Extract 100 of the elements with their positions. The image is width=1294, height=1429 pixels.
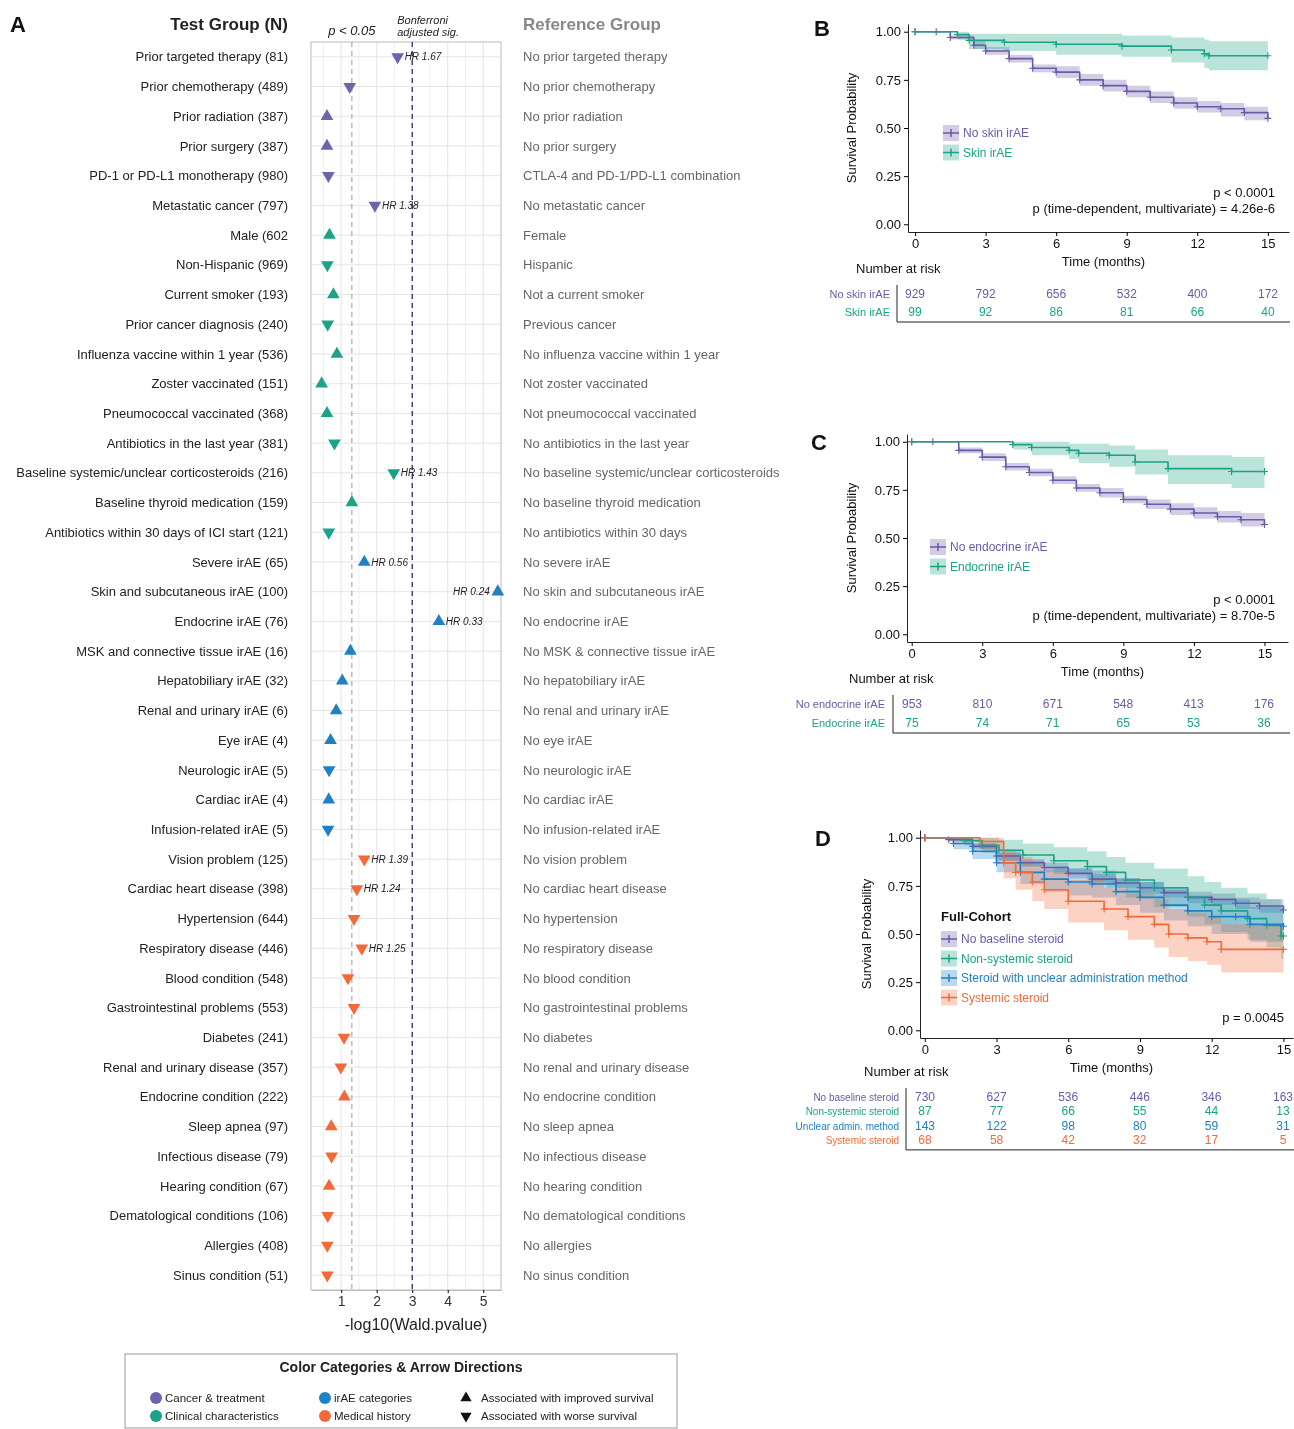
data-label: 77 xyxy=(989,1104,1004,1119)
y-tick-label: Hypertension (644) xyxy=(177,911,288,927)
y2-tick-label: Hispanic xyxy=(523,257,574,273)
legend-label: Non-systemic steroid xyxy=(961,951,1074,966)
y-tick-label: 1.00 xyxy=(874,434,900,450)
x-tick-label: 3 xyxy=(982,236,990,252)
chart-title: D xyxy=(815,826,831,851)
y2-tick-label: Not zoster vaccinated xyxy=(523,376,649,392)
point xyxy=(1123,912,1133,921)
y-tick-label: 0.25 xyxy=(875,168,901,184)
y-tick-label: Prior surgery (387) xyxy=(179,138,288,154)
data-label: 86 xyxy=(1049,305,1064,319)
y-tick-label: Neurologic irAE (5) xyxy=(178,762,288,778)
data-label: HR 0.24 xyxy=(453,586,491,598)
legend-label: Systemic steroid xyxy=(961,990,1050,1005)
y2-tick-label: No baseline thyroid medication xyxy=(523,495,701,511)
y-tick-label: Baseline systemic/unclear corticosteroids (216) xyxy=(16,465,288,481)
annotation: p (time-dependent, multivariate) = 8.70e-5 xyxy=(1032,608,1275,623)
x-tick-label: 12 xyxy=(1187,646,1202,662)
legend-label: No endocrine irAE xyxy=(950,540,1048,555)
y-tick-label: No skin irAE xyxy=(829,288,890,300)
y-tick-label: Non-Hispanic (969) xyxy=(176,257,288,273)
point xyxy=(1112,887,1121,896)
y2-tick-label: No skin and subcutaneous irAE xyxy=(523,584,705,600)
point xyxy=(1204,51,1214,60)
annotation: p < 0.0001 xyxy=(1213,185,1275,200)
data-label: 953 xyxy=(901,697,923,711)
y-tick-label: 0.25 xyxy=(887,974,913,990)
point xyxy=(1183,906,1192,915)
y-tick-label: Cardiac irAE (4) xyxy=(195,792,288,808)
point xyxy=(994,846,1003,855)
y-tick-label: Eye irAE (4) xyxy=(217,732,288,748)
y2-tick-label: No antibiotics within 30 days xyxy=(523,524,688,540)
x-axis-title: Time (months) xyxy=(1069,1060,1154,1075)
x-axis-title: -log10(Wald.pvalue) xyxy=(344,1316,488,1333)
point xyxy=(1049,856,1058,865)
y-axis-title: Survival Probability xyxy=(859,878,874,990)
data-label: 172 xyxy=(1257,287,1279,301)
y-tick-label: Renal and urinary irAE (6) xyxy=(137,703,288,719)
data-label: HR 1.43 xyxy=(400,467,438,479)
data-label: HR 0.56 xyxy=(371,556,409,568)
x-axis-title: Time (months) xyxy=(1061,254,1146,269)
data-label: 163 xyxy=(1272,1090,1294,1104)
legend-label: Medical history xyxy=(334,1410,411,1423)
data-label: 74 xyxy=(975,716,990,730)
y2-tick-label: No prior targeted therapy xyxy=(523,49,669,65)
data-label: 346 xyxy=(1201,1090,1222,1104)
point xyxy=(1028,877,1037,887)
data-label: 532 xyxy=(1116,287,1138,301)
data-label: 80 xyxy=(1133,1118,1147,1133)
text: A xyxy=(10,12,26,37)
point xyxy=(965,36,974,45)
x-tick-label: 9 xyxy=(1123,236,1131,252)
legend-label: Cancer & treatment xyxy=(165,1392,266,1405)
y-tick-label: No endocrine irAE xyxy=(795,698,885,710)
point xyxy=(337,1033,351,1045)
x-tick-label: 9 xyxy=(1120,646,1128,662)
y2-tick-label: No vision problem xyxy=(523,851,628,867)
point xyxy=(1255,902,1264,911)
data-label: 730 xyxy=(914,1090,936,1104)
point xyxy=(1018,850,1027,860)
point xyxy=(321,1212,335,1224)
point xyxy=(330,346,344,358)
x-tick-label: 3 xyxy=(979,646,987,662)
data-label: 656 xyxy=(1046,287,1067,301)
y-axis-title: Survival Probability xyxy=(844,482,859,594)
data-label: 176 xyxy=(1253,697,1275,711)
point xyxy=(1135,883,1145,892)
y2-tick-label: No diabetes xyxy=(523,1029,593,1045)
point xyxy=(320,406,334,418)
x-tick-label: 1 xyxy=(337,1292,346,1309)
y-tick-label: Sinus condition (51) xyxy=(173,1267,288,1283)
y-tick-label: No baseline steroid xyxy=(813,1092,899,1103)
y-tick-label: 1.00 xyxy=(887,830,913,846)
data-label: 99 xyxy=(908,305,922,319)
y-tick-label: Unclear admin. method xyxy=(795,1120,899,1132)
y2-tick-label: No gastrointestinal problems xyxy=(523,1000,689,1016)
data-label: 75 xyxy=(905,716,919,730)
data-label: HR 1.39 xyxy=(371,853,409,865)
point xyxy=(1166,505,1175,514)
point xyxy=(320,1271,334,1283)
y-tick-label: Male (602 xyxy=(230,227,288,243)
legend-label: No skin irAE xyxy=(963,126,1030,141)
data-label: 87 xyxy=(918,1104,932,1119)
y2-tick-label: No endocrine condition xyxy=(523,1089,656,1105)
point xyxy=(969,41,978,50)
legend-title: Full-Cohort xyxy=(941,908,1012,924)
x-tick-label: 15 xyxy=(1276,1042,1292,1058)
chart-title: Number at risk xyxy=(864,1064,950,1079)
y2-tick-label: No cardiac irAE xyxy=(523,792,614,808)
y-tick-label: Metastatic cancer (797) xyxy=(152,197,288,213)
point xyxy=(1164,464,1173,473)
y-tick-label: Prior chemotherapy (489) xyxy=(140,79,288,95)
x-tick-label: 15 xyxy=(1257,646,1273,662)
y2-tick-label: No dematological conditions xyxy=(523,1208,687,1224)
data-label: 53 xyxy=(1186,716,1201,730)
legend-label: Steroid with unclear administration method xyxy=(961,971,1188,986)
data-label: 98 xyxy=(1061,1118,1076,1133)
y-tick-label: Endocrine irAE xyxy=(811,717,885,729)
data-label: HR 1.24 xyxy=(363,883,401,895)
